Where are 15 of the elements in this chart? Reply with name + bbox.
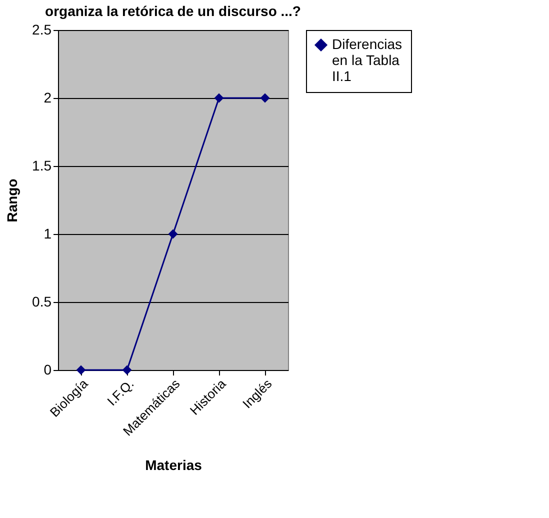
point bbox=[76, 365, 86, 375]
y-tick-label: 2 bbox=[44, 90, 52, 106]
point bbox=[260, 93, 270, 103]
y-tick-label: 1 bbox=[44, 226, 52, 242]
point bbox=[168, 229, 178, 239]
x-axis-title: Materias bbox=[145, 456, 202, 473]
legend-label: Diferencias en la Tabla II.1 bbox=[332, 36, 402, 84]
y-axis-title: Rango bbox=[4, 178, 20, 222]
point bbox=[122, 365, 132, 375]
point bbox=[214, 93, 224, 103]
y-tick-label: 0 bbox=[44, 362, 52, 378]
y-tick-label: 1.5 bbox=[32, 158, 52, 174]
y-tick-label: 0.5 bbox=[32, 294, 52, 310]
chart-title: organiza la retórica de un discurso ...? bbox=[45, 3, 301, 19]
y-tick-label: 2.5 bbox=[32, 22, 52, 38]
